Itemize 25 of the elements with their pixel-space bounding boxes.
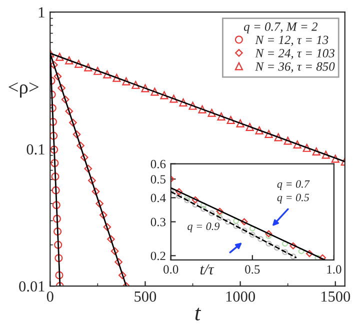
x-tick-label: 1500 <box>321 291 350 302</box>
x-axis-title: t/τ <box>200 264 214 275</box>
y-tick-label: 1 <box>38 7 44 18</box>
y-tick-label: 0.01 <box>19 281 44 292</box>
x-axis-title: t <box>195 308 202 320</box>
legend-label: N = 24, τ = 103 <box>255 48 334 60</box>
x-tick-label: 500 <box>134 291 156 302</box>
legend-label: N = 12, τ = 13 <box>255 36 328 46</box>
x-tick-label: 1.0 <box>327 265 342 274</box>
y-tick-label: 0.5 <box>150 175 166 184</box>
y-tick-label: 0.6 <box>150 160 166 168</box>
x-tick-label: 1000 <box>226 291 255 302</box>
y-tick-label: 0.1 <box>26 144 44 155</box>
x-tick-label: 0.0 <box>164 265 178 274</box>
y-tick-label: 0.2 <box>150 252 166 260</box>
legend-title: q = 0.7, M = 2 <box>244 22 318 34</box>
y-axis-title: <ρ> <box>8 82 38 98</box>
legend-label: N = 36, τ = 850 <box>255 62 335 73</box>
x-tick-label: 0 <box>46 291 54 302</box>
x-tick-label: 0.5 <box>245 265 260 274</box>
y-tick-label: 0.3 <box>150 218 166 226</box>
annotation: q = 0.5 <box>277 194 310 204</box>
annotation: q = 0.7 <box>277 180 310 190</box>
annotation: q = 0.9 <box>188 222 220 232</box>
y-tick-label: 0.4 <box>150 194 166 202</box>
